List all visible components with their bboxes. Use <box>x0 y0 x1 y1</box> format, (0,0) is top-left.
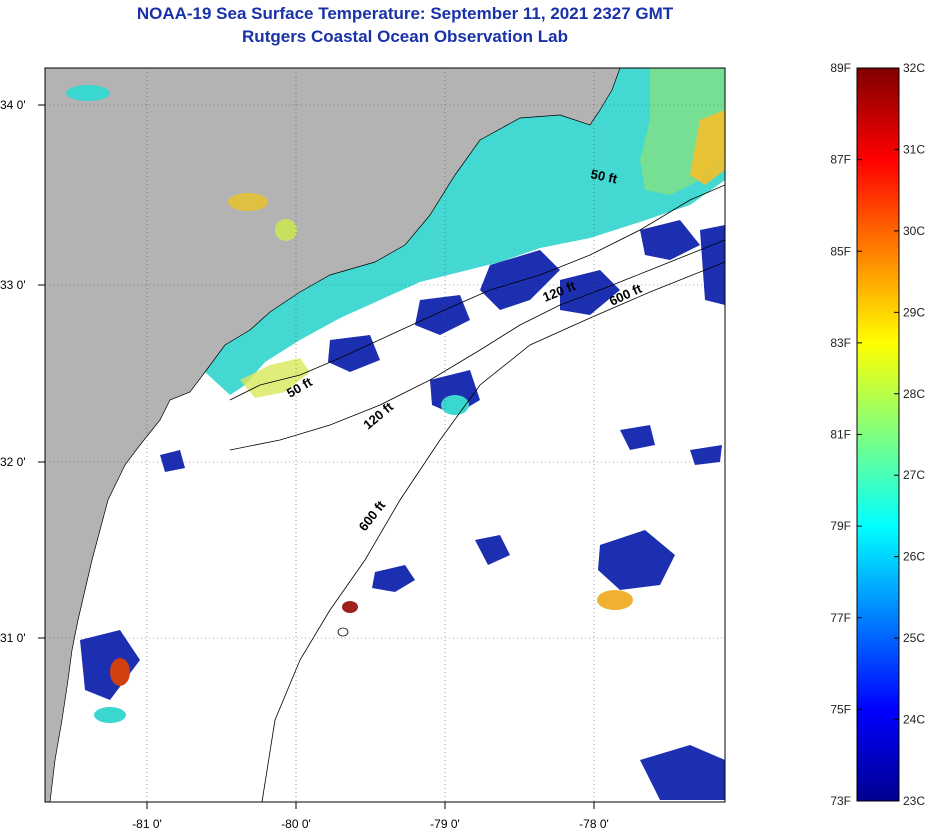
colorbar-c-label: 23C <box>903 794 925 808</box>
colorbar-f-label: 81F <box>830 428 851 442</box>
colorbar-f-label: 75F <box>830 702 851 716</box>
colorbar-f-label: 83F <box>830 336 851 350</box>
map-grid <box>45 68 725 802</box>
colorbar-f-label: 89F <box>830 61 851 75</box>
cold-patches <box>80 220 725 800</box>
warm-spots <box>94 395 633 723</box>
axis-ticks <box>38 104 595 809</box>
contour-600ft <box>261 261 725 802</box>
chart-subtitle: Rutgers Coastal Ocean Observation Lab <box>242 27 568 46</box>
map-frame <box>44 67 726 803</box>
contour-50ft <box>229 184 725 401</box>
lake-feature <box>228 193 268 211</box>
colorbar-c-label: 32C <box>903 61 925 75</box>
colorbar-c-label: 31C <box>903 142 925 156</box>
warm-water-core <box>690 110 725 185</box>
x-tick-label: -80 0' <box>281 817 311 831</box>
y-tick-label: 32 0' <box>0 455 26 469</box>
contour-120ft <box>229 239 725 451</box>
y-tick-label: 33 0' <box>0 278 26 292</box>
coastline <box>49 68 621 802</box>
colorbar-c-label: 27C <box>903 468 925 482</box>
colorbar-c-label: 28C <box>903 387 925 401</box>
shelf-water <box>205 68 725 395</box>
warm-water-inshore <box>240 358 310 398</box>
colorbar <box>856 67 900 802</box>
colorbar-c-label: 26C <box>903 550 925 564</box>
colorbar-c-label: 24C <box>903 713 925 727</box>
colorbar-c-label: 25C <box>903 631 925 645</box>
contour-label: 50 ft <box>589 166 619 186</box>
chart-title: NOAA-19 Sea Surface Temperature: Septemb… <box>136 4 674 23</box>
y-tick-label: 34 0' <box>0 98 26 112</box>
colorbar-f-label: 87F <box>830 153 851 167</box>
x-tick-label: -79 0' <box>430 817 460 831</box>
colorbar-c-label: 29C <box>903 305 925 319</box>
colorbar-fahrenheit-ticks: 89F 87F 85F 83F 81F 79F 77F 75F 73F <box>830 61 862 808</box>
colorbar-f-label: 85F <box>830 244 851 258</box>
colorbar-f-label: 73F <box>830 794 851 808</box>
land-area <box>45 68 620 802</box>
x-tick-label: -81 0' <box>132 817 162 831</box>
lake-feature <box>66 85 110 101</box>
map-content <box>45 68 725 802</box>
colorbar-c-label: 30C <box>903 224 925 238</box>
y-tick-label: 31 0' <box>0 631 26 645</box>
colorbar-celsius-ticks: 32C 31C 30C 29C 28C 27C 26C 25C 24C 23C <box>894 61 925 808</box>
colorbar-f-label: 77F <box>830 611 851 625</box>
x-tick-label: -78 0' <box>579 817 609 831</box>
colorbar-f-label: 79F <box>830 519 851 533</box>
lake-feature <box>275 219 297 241</box>
contour-closed-loop <box>337 627 349 637</box>
